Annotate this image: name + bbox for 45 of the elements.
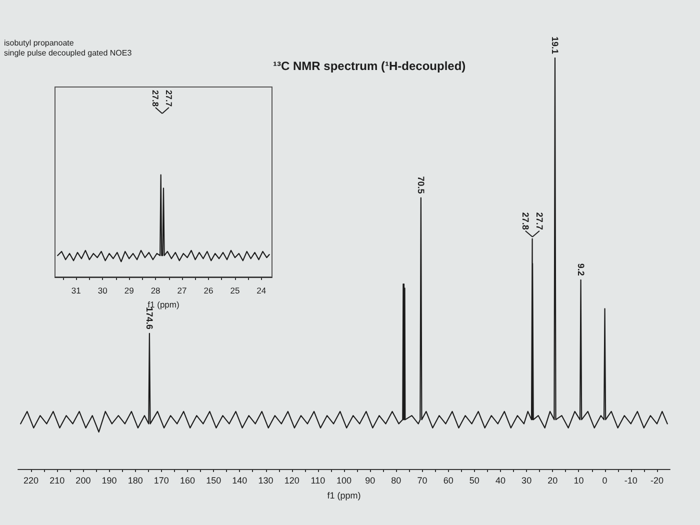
annotation: 9.2 — [576, 263, 586, 276]
x-tick-label: 160 — [180, 476, 196, 486]
annotation: 27.8 — [150, 90, 160, 107]
x-tick-label: 190 — [102, 476, 117, 486]
x-tick-label: 50 — [469, 476, 480, 486]
x-tick-label: 29 — [124, 286, 134, 296]
annotation: 174.6 — [144, 306, 154, 330]
x-tick-label: 30 — [98, 286, 108, 296]
chart-title: ¹³C NMR spectrum (¹H-decoupled) — [273, 59, 466, 73]
x-tick-label: 100 — [336, 476, 352, 486]
x-tick-label: 220 — [24, 476, 39, 486]
x-tick-label: 28 — [150, 286, 161, 296]
x-tick-label: 31 — [71, 286, 82, 296]
annotation: 19.1 — [550, 36, 560, 54]
x-tick-label: 150 — [206, 476, 222, 486]
x-tick-label: 80 — [391, 476, 402, 486]
x-tick-label: -20 — [650, 476, 664, 486]
x-tick-label: 70 — [417, 476, 428, 486]
x-tick-label: 140 — [232, 476, 248, 486]
x-tick-label: 40 — [495, 476, 506, 486]
x-tick-label: 20 — [548, 476, 558, 486]
annotation: 27.8 — [520, 212, 530, 230]
x-tick-label: 180 — [128, 476, 143, 486]
x-tick-label: 130 — [258, 476, 274, 486]
x-tick-label: 200 — [76, 476, 91, 486]
text: single pulse decoupled gated NOE3 — [4, 48, 132, 58]
x-tick-label: 90 — [365, 476, 376, 486]
x-tick-label: 30 — [522, 476, 532, 486]
annotation: 70.5 — [416, 176, 426, 194]
x-tick-label: 120 — [284, 476, 300, 486]
x-tick-label: 24 — [256, 286, 266, 296]
text: isobutyl propanoate — [4, 38, 74, 48]
x-tick-label: 110 — [310, 476, 326, 486]
annotation: 27.7 — [534, 212, 544, 230]
x-tick-label: -10 — [624, 476, 638, 486]
annotation: 27.7 — [164, 90, 174, 107]
x-tick-label: 0 — [602, 476, 608, 486]
x-tick-label: 170 — [154, 476, 169, 486]
x-axis-title: f1 (ppm) — [327, 490, 361, 500]
x-tick-label: 210 — [50, 476, 65, 486]
x-tick-label: 26 — [204, 286, 214, 296]
x-tick-label: 10 — [574, 476, 584, 486]
x-tick-label: 25 — [230, 286, 240, 296]
x-tick-label: 27 — [177, 286, 188, 296]
x-tick-label: 60 — [443, 476, 454, 486]
